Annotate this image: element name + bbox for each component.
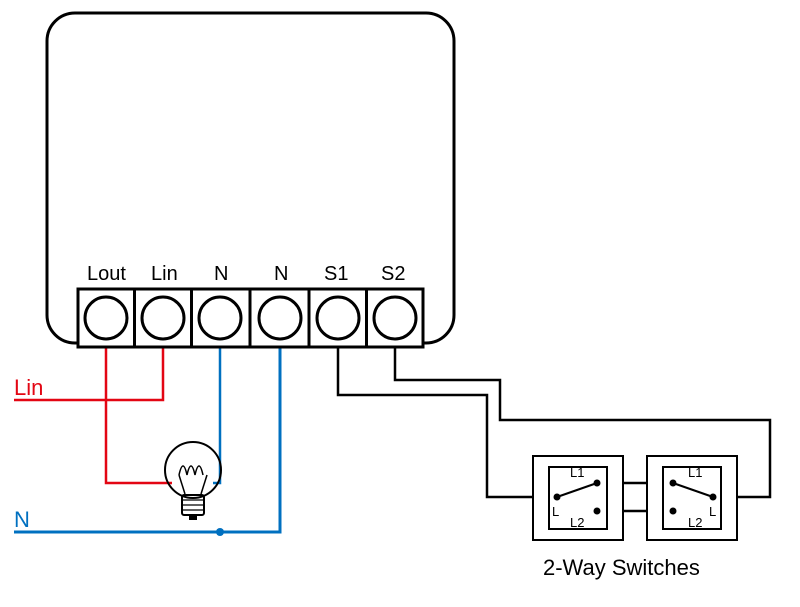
switch-label-L2: L2 <box>688 515 702 530</box>
terminal-S1 <box>317 297 359 339</box>
label-n: N <box>14 507 30 532</box>
terminal-label-N1: N <box>214 263 228 285</box>
switches-caption: 2-Way Switches <box>543 555 700 580</box>
terminal-label-Lout: Lout <box>87 263 126 285</box>
junction-n-split <box>216 528 224 536</box>
switch-contact-L2 <box>670 508 677 515</box>
label-lin: Lin <box>14 375 43 400</box>
switch-right: L L1 L2 <box>647 456 737 540</box>
terminal-Lout <box>85 297 127 339</box>
terminal-N1 <box>199 297 241 339</box>
switch-label-L1: L1 <box>570 465 584 480</box>
switch-contact-L2 <box>594 508 601 515</box>
terminal-label-S1: S1 <box>324 263 348 285</box>
terminal-label-Lin: Lin <box>151 263 178 285</box>
terminal-label-S2: S2 <box>381 263 405 285</box>
terminal-S2 <box>374 297 416 339</box>
switch-label-L: L <box>709 504 716 519</box>
terminal-N2 <box>259 297 301 339</box>
switch-label-L1: L1 <box>688 465 702 480</box>
relay-module: Lout Lin N N S1 S2 <box>47 13 454 347</box>
switch-label-L2: L2 <box>570 515 584 530</box>
terminal-Lin <box>142 297 184 339</box>
terminal-label-N2: N <box>274 263 288 285</box>
switch-label-L: L <box>552 504 559 519</box>
switch-left: L L1 L2 <box>533 456 623 540</box>
bulb-tip <box>189 515 197 520</box>
